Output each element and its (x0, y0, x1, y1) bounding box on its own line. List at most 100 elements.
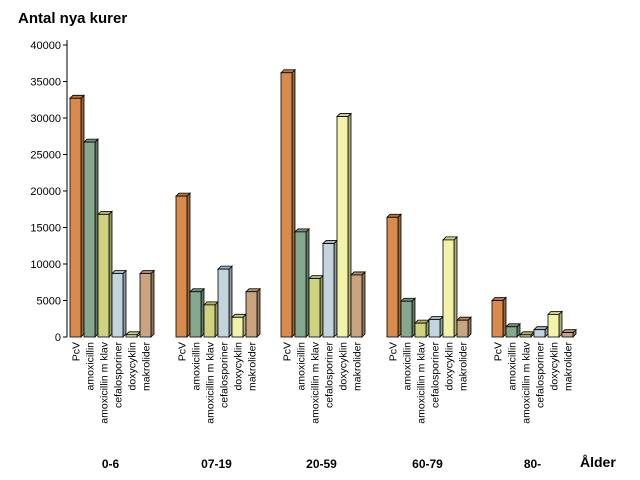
category-label: amoxicillin m klav (99, 341, 111, 423)
bar-top (442, 236, 458, 241)
bar (231, 313, 247, 338)
bar-top (428, 316, 444, 320)
category-label: makrolider (458, 341, 470, 391)
y-axis: 0 5000 10000 15000 20000 25000 30000 35000 40000 (30, 40, 68, 344)
bar (350, 270, 366, 338)
category-label: cefalosporiner (430, 341, 442, 407)
category-label: amoxicillin (191, 342, 203, 391)
y-tick-label: 15000 (30, 223, 61, 235)
bar-front (280, 72, 293, 338)
group-label: 07-19 (201, 457, 232, 471)
bar-front (308, 278, 321, 338)
bar-front (83, 141, 96, 338)
group-label: 20-59 (306, 457, 337, 471)
bar-side (214, 300, 219, 338)
bar-top (203, 301, 219, 306)
bar-top (547, 310, 563, 315)
category-label: PcV (388, 342, 400, 361)
bar-top (294, 228, 310, 233)
bar-front (386, 216, 399, 338)
bar-front (350, 274, 363, 338)
bar-side (122, 269, 127, 338)
category-label: PcV (177, 342, 189, 361)
bar (203, 300, 219, 338)
bar-front (561, 332, 574, 338)
category-label: amoxicillin m klav (205, 341, 217, 423)
bar-front (203, 304, 216, 338)
y-tick-label: 20000 (30, 186, 61, 198)
category-label: doxycyklin (549, 342, 561, 391)
category-label: cefalosporiner (324, 341, 336, 407)
category-label: makrolider (247, 341, 259, 391)
group-label: 80- (524, 457, 541, 471)
bar (414, 319, 430, 338)
bar (442, 235, 458, 338)
bar-front (97, 213, 110, 338)
bar-front (139, 273, 152, 338)
bar-top (125, 331, 141, 336)
bar-top (561, 329, 577, 334)
bar (400, 297, 416, 338)
bar-side (397, 213, 402, 338)
bar-side (108, 210, 113, 338)
bar-side (291, 68, 296, 338)
bar-side (319, 274, 324, 338)
bar-top (175, 192, 191, 197)
bar-top (111, 270, 127, 274)
category-label: doxycyklin (127, 342, 139, 391)
bar (175, 192, 191, 338)
category-label: PcV (493, 342, 505, 361)
bar (533, 325, 549, 338)
y-tick-label: 0 (55, 332, 61, 344)
bar-top (350, 271, 366, 276)
category-label: PcV (71, 342, 83, 361)
bar (386, 213, 402, 338)
bar-top (245, 288, 261, 293)
bar-front (533, 329, 546, 338)
bar-top (519, 331, 535, 336)
bar-front (69, 97, 82, 338)
bar (308, 274, 324, 338)
y-tick-label: 35000 (30, 77, 61, 89)
bar (245, 287, 261, 338)
bar (217, 265, 233, 338)
bar (428, 315, 444, 338)
bar-side (242, 313, 247, 338)
bar-side (347, 112, 352, 338)
bar (69, 94, 85, 338)
category-label: doxycyklin (233, 342, 245, 391)
category-label: makrolider (563, 341, 575, 391)
category-label: cefalosporiner (113, 341, 125, 407)
group-labels: 0-6 07-19 20-59 60-79 80- (102, 457, 541, 471)
bar (125, 330, 141, 338)
category-label: cefalosporiner (219, 341, 231, 407)
bar-top (189, 288, 205, 293)
bar-front (111, 273, 124, 338)
bar-top (386, 213, 402, 218)
bar (111, 269, 127, 338)
category-label: amoxicillin m klav (416, 341, 428, 423)
chart-title: Antal nya kurer (18, 10, 127, 27)
bar-front (442, 239, 455, 338)
bar-top (456, 316, 472, 321)
category-label: doxycyklin (338, 342, 350, 391)
bar-side (453, 235, 458, 338)
bar-side (333, 239, 338, 338)
bar-front (414, 322, 427, 338)
bar-top (400, 297, 416, 302)
bar-side (150, 269, 155, 338)
bar (456, 316, 472, 338)
bar-front (456, 319, 469, 338)
category-labels: PcV amoxicillin amoxicillin m klav cefalosp… (71, 341, 575, 423)
bar-side (361, 270, 366, 338)
bar (561, 328, 577, 338)
y-tick-label: 30000 (30, 113, 61, 125)
bar-front (217, 268, 230, 338)
bar (97, 210, 113, 338)
bar-front (505, 326, 518, 338)
bar-side (256, 287, 261, 338)
bar-front (175, 195, 188, 338)
bar-front (322, 243, 335, 338)
bar-front (547, 313, 560, 338)
